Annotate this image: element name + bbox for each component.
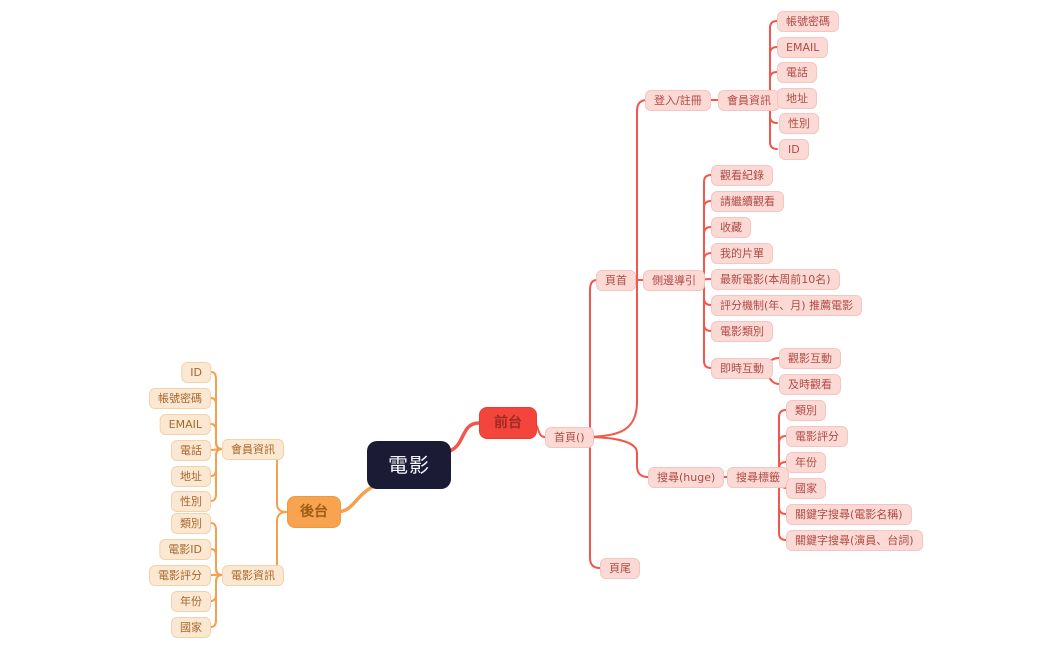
node-backstage-movie-info[interactable]: 電影資訊 xyxy=(222,565,284,586)
node-leaf[interactable]: EMAIL xyxy=(777,37,829,58)
node-leaf[interactable]: 收藏 xyxy=(711,217,751,238)
node-login-member-info[interactable]: 會員資訊 xyxy=(718,90,780,111)
node-page-footer[interactable]: 頁尾 xyxy=(600,558,640,579)
node-leaf[interactable]: 電話 xyxy=(171,440,211,461)
node-backstage-member-info[interactable]: 會員資訊 xyxy=(222,439,284,460)
node-leaf[interactable]: 年份 xyxy=(171,591,211,612)
node-leaf[interactable]: 觀影互動 xyxy=(779,348,841,369)
node-leaf[interactable]: 請繼續觀看 xyxy=(711,191,784,212)
node-leaf[interactable]: 最新電影(本周前10名) xyxy=(711,269,840,290)
node-leaf[interactable]: 性別 xyxy=(779,113,819,134)
node-leaf[interactable]: 我的片單 xyxy=(711,243,773,264)
node-leaf[interactable]: 地址 xyxy=(171,466,211,487)
node-leaf[interactable]: ID xyxy=(779,139,809,160)
node-leaf[interactable]: 電話 xyxy=(777,62,817,83)
node-leaf[interactable]: 性別 xyxy=(171,491,211,512)
node-leaf[interactable]: 關鍵字搜尋(電影名稱) xyxy=(786,504,912,525)
node-home[interactable]: 首頁() xyxy=(545,427,594,448)
node-leaf[interactable]: 觀看紀錄 xyxy=(711,165,773,186)
node-root-movie[interactable]: 電影 xyxy=(367,441,451,489)
node-leaf[interactable]: 及時觀看 xyxy=(779,374,841,395)
node-side-nav[interactable]: 側邊導引 xyxy=(643,270,705,291)
node-backstage[interactable]: 後台 xyxy=(287,496,341,528)
node-leaf[interactable]: 電影ID xyxy=(159,539,211,560)
node-leaf[interactable]: 帳號密碼 xyxy=(777,11,839,32)
node-search[interactable]: 搜尋(huge) xyxy=(648,467,725,488)
node-leaf[interactable]: 關鍵字搜尋(演員、台詞) xyxy=(786,530,923,551)
node-leaf[interactable]: 類別 xyxy=(171,513,211,534)
node-leaf[interactable]: 電影評分 xyxy=(149,565,211,586)
node-login-register[interactable]: 登入/註冊 xyxy=(645,90,711,111)
node-leaf[interactable]: 電影類別 xyxy=(711,321,773,342)
node-leaf[interactable]: EMAIL xyxy=(159,414,211,435)
node-search-tags[interactable]: 搜尋標籤 xyxy=(727,467,789,488)
node-leaf[interactable]: 國家 xyxy=(786,478,826,499)
node-leaf[interactable]: 帳號密碼 xyxy=(149,388,211,409)
node-page-header[interactable]: 頁首 xyxy=(596,270,636,291)
node-leaf[interactable]: 地址 xyxy=(777,88,817,109)
node-leaf[interactable]: 電影評分 xyxy=(786,426,848,447)
node-realtime-interaction[interactable]: 即時互動 xyxy=(711,358,773,379)
node-leaf[interactable]: ID xyxy=(181,362,211,383)
node-frontstage[interactable]: 前台 xyxy=(479,407,537,439)
node-leaf[interactable]: 國家 xyxy=(171,617,211,638)
node-leaf[interactable]: 評分機制(年、月) 推薦電影 xyxy=(711,295,863,316)
node-leaf[interactable]: 類別 xyxy=(786,400,826,421)
node-leaf[interactable]: 年份 xyxy=(786,452,826,473)
